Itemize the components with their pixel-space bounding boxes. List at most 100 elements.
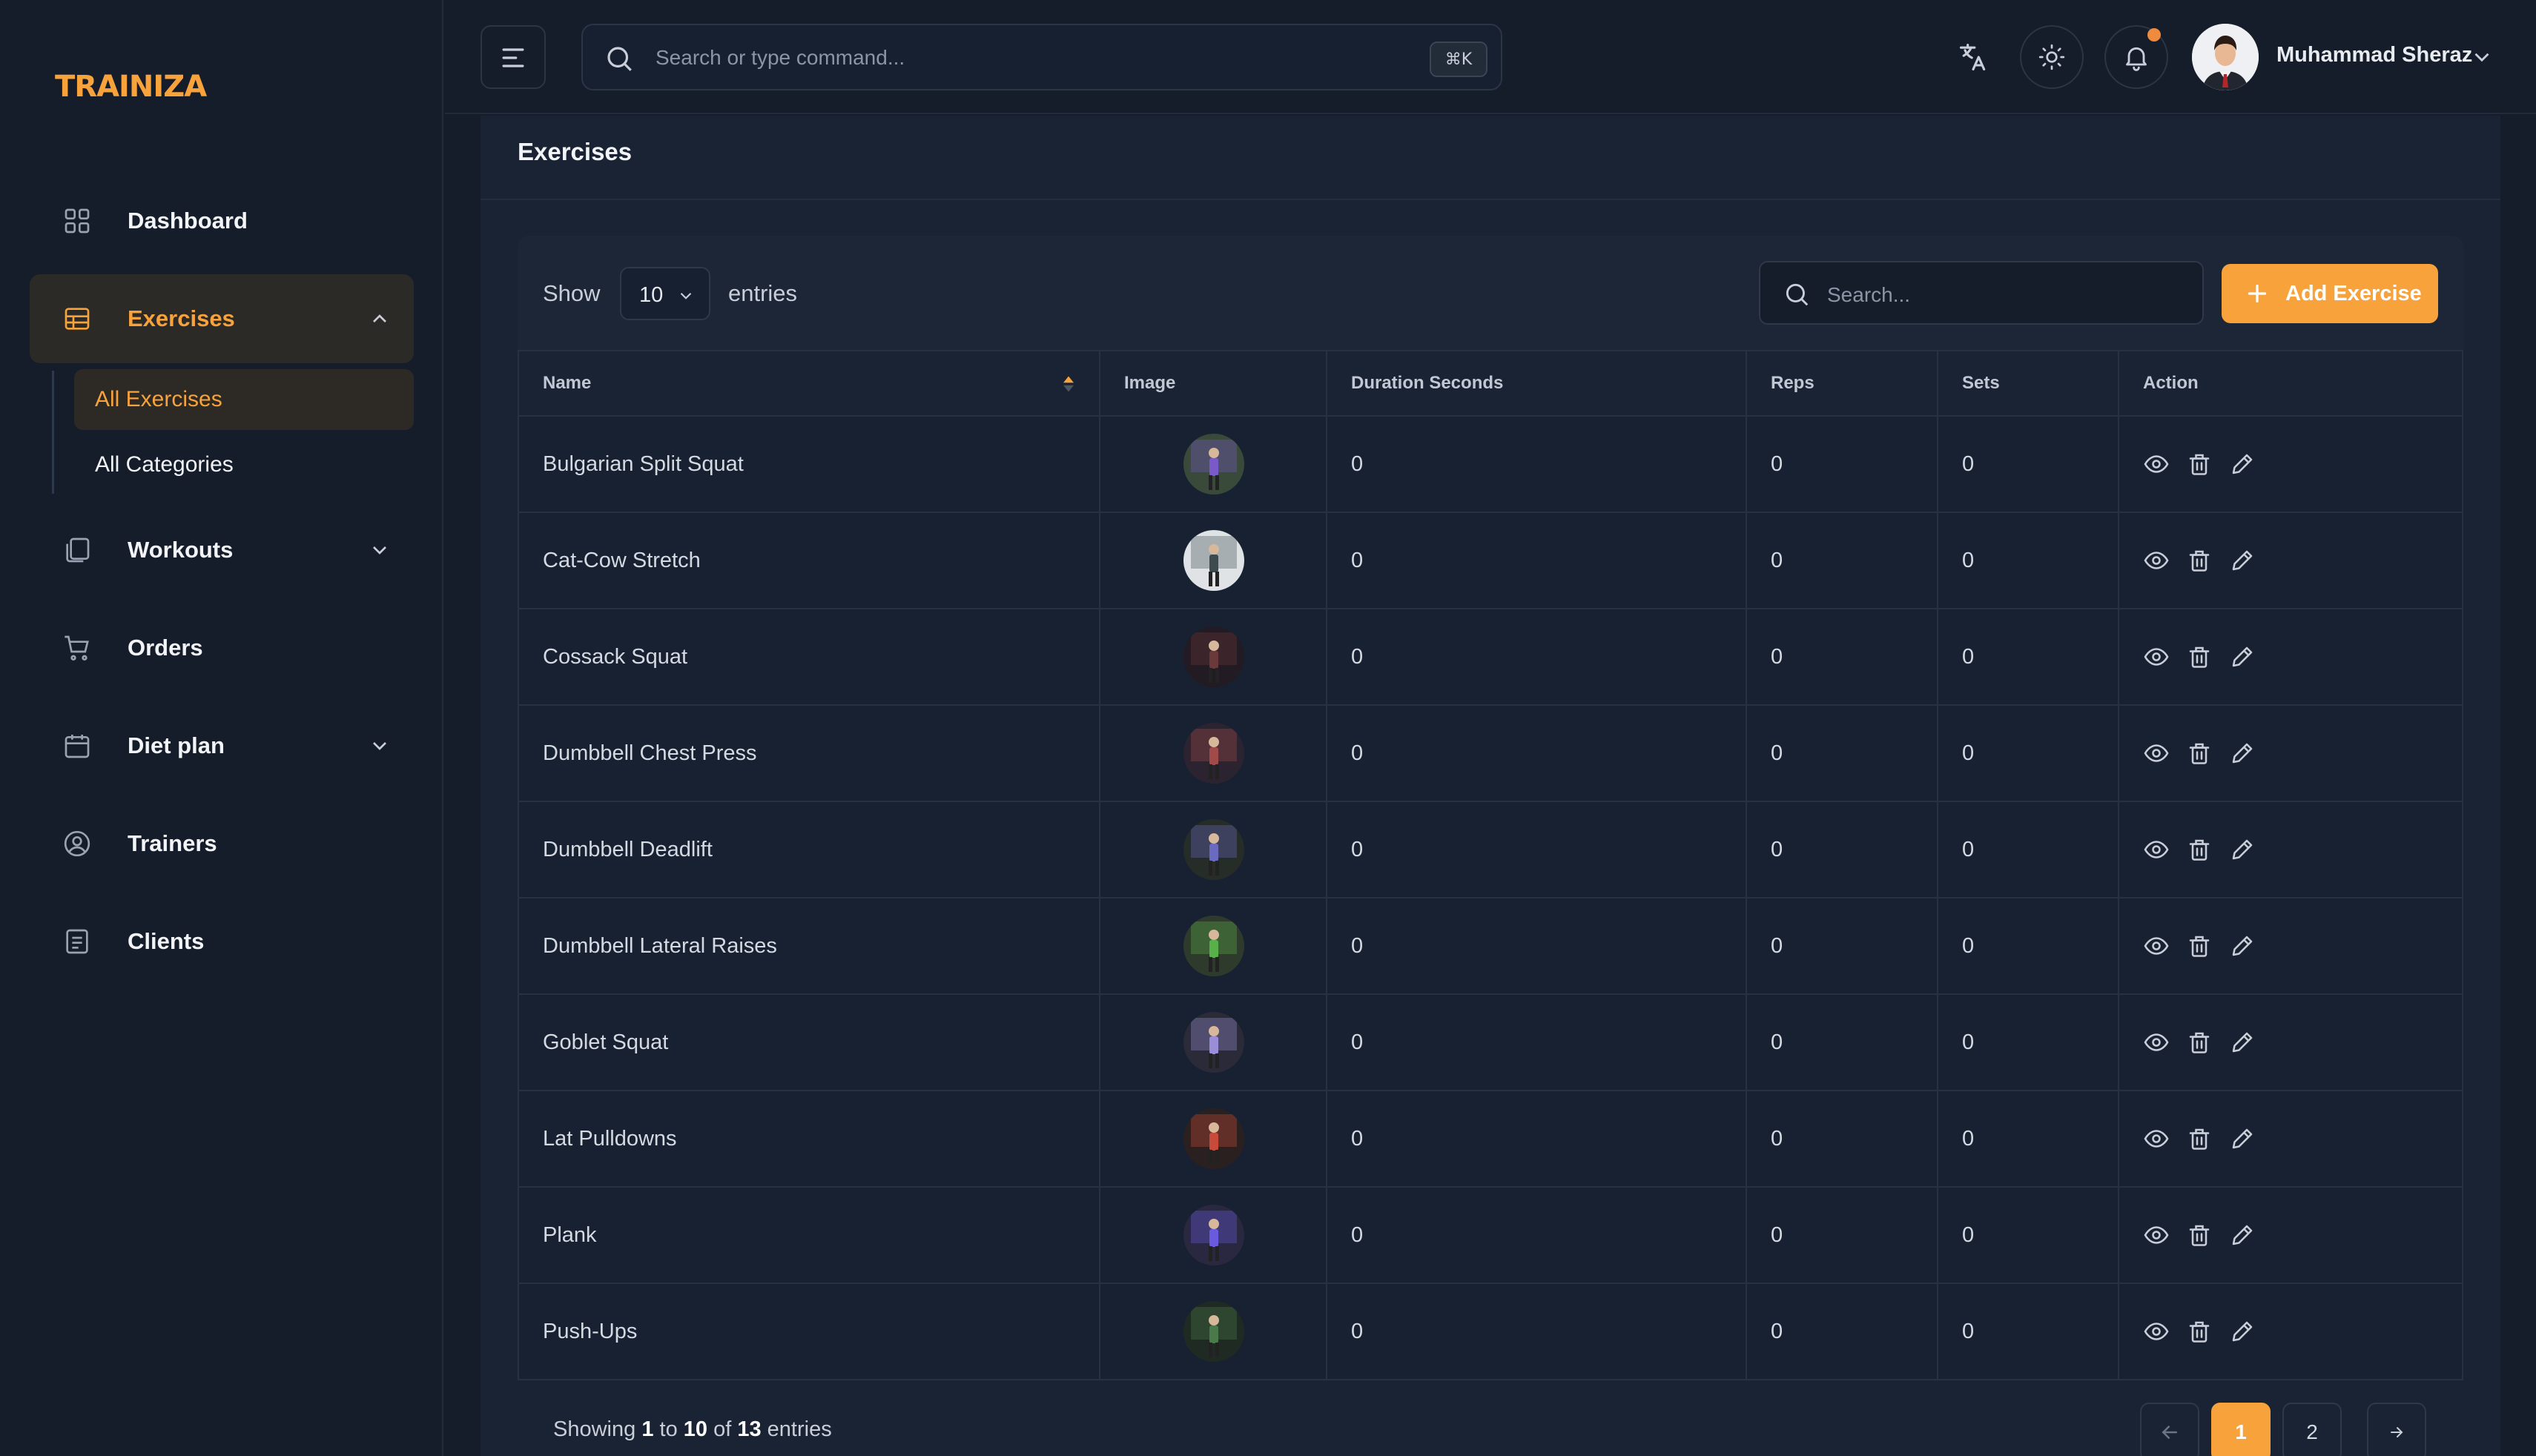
chevron-down-icon[interactable] [368,538,392,562]
edit-button[interactable] [2229,933,2256,959]
view-button[interactable] [2143,836,2170,863]
edit-button[interactable] [2229,1222,2256,1248]
exercise-thumbnail[interactable] [1183,530,1244,591]
view-button[interactable] [2143,1125,2170,1152]
duration-cell: 0 [1326,993,1747,1091]
next-page-button[interactable] [2367,1403,2426,1456]
exercise-thumbnail[interactable] [1183,819,1244,880]
sidebar-item-exercises[interactable]: Exercises [30,274,414,363]
exercise-name: Dumbbell Deadlift [543,837,713,861]
exercise-thumbnail[interactable] [1183,1205,1244,1265]
entries-per-page-select[interactable]: 10 [620,267,710,320]
column-header-duration[interactable]: Duration Seconds [1326,350,1747,417]
menu-toggle-button[interactable] [481,25,546,89]
exercise-thumbnail[interactable] [1183,723,1244,784]
view-button[interactable] [2143,1222,2170,1248]
language-button[interactable] [1941,25,2005,89]
table-search-input[interactable]: Search... [1759,261,2204,325]
search-placeholder: Search or type command... [656,46,905,69]
exercise-thumbnail[interactable] [1183,1301,1244,1362]
table-row: Lat Pulldowns 0 0 0 [518,1090,2463,1188]
pagination-summary: Showing 1 to 10 of 13 entries [553,1417,832,1441]
exercise-name: Goblet Squat [543,1030,669,1054]
delete-button[interactable] [2186,451,2213,477]
edit-button[interactable] [2229,836,2256,863]
delete-button[interactable] [2186,933,2213,959]
user-avatar-icon [2192,24,2259,90]
sidebar-subitem-all-exercises[interactable]: All Exercises [74,369,414,430]
edit-button[interactable] [2229,1125,2256,1152]
notifications-button[interactable] [2104,25,2168,89]
edit-button[interactable] [2229,643,2256,670]
delete-button[interactable] [2186,1125,2213,1152]
sidebar-item-trainers[interactable]: Trainers [30,799,414,888]
edit-button[interactable] [2229,451,2256,477]
page-button-2[interactable]: 2 [2282,1403,2342,1456]
exercise-name: Dumbbell Lateral Raises [543,933,777,958]
exercise-image-cell [1099,897,1327,995]
chevron-down-icon[interactable] [2469,44,2494,70]
exercise-thumbnail[interactable] [1183,1108,1244,1169]
sidebar-item-dashboard[interactable]: Dashboard [30,176,414,265]
column-header-sets[interactable]: Sets [1937,350,2119,417]
view-button[interactable] [2143,547,2170,574]
sidebar-item-workouts[interactable]: Workouts [30,506,414,595]
exercise-image-cell [1099,704,1327,802]
prev-page-button[interactable] [2140,1403,2199,1456]
delete-button[interactable] [2186,643,2213,670]
shortcut-badge: ⌘K [1430,42,1487,77]
exercise-thumbnail[interactable] [1183,916,1244,976]
exercise-name-cell: Push-Ups [518,1283,1100,1380]
sidebar-item-orders[interactable]: Orders [30,603,414,692]
column-header-reps[interactable]: Reps [1746,350,1938,417]
table-row: Push-Ups 0 0 0 [518,1283,2463,1380]
chevron-up-icon[interactable] [368,307,392,331]
sidebar-subitem-all-categories[interactable]: All Categories [74,434,414,495]
sidebar-item-clients[interactable]: Clients [30,897,414,986]
command-search-input[interactable]: Search or type command... ⌘K [581,24,1502,90]
view-button[interactable] [2143,643,2170,670]
sets-cell: 0 [1937,608,2119,706]
view-button[interactable] [2143,933,2170,959]
delete-button[interactable] [2186,1318,2213,1345]
column-header-image: Image [1099,350,1327,417]
edit-button[interactable] [2229,1318,2256,1345]
sidebar-item-diet-plan[interactable]: Diet plan [30,701,414,790]
view-button[interactable] [2143,740,2170,767]
eye-icon [2144,1323,2169,1340]
delete-button[interactable] [2186,547,2213,574]
table-row: Cat-Cow Stretch 0 0 0 [518,512,2463,609]
view-button[interactable] [2143,1318,2170,1345]
delete-button[interactable] [2186,1029,2213,1056]
delete-button[interactable] [2186,836,2213,863]
app-logo[interactable]: TRAINIZA [55,70,207,104]
sets-cell: 0 [1937,1090,2119,1188]
avatar[interactable] [2192,24,2259,90]
delete-button[interactable] [2186,740,2213,767]
grid-icon [65,208,90,234]
exercise-thumbnail[interactable] [1183,434,1244,494]
sort-icon[interactable] [1060,374,1077,394]
edit-button[interactable] [2229,1029,2256,1056]
eye-icon [2144,1226,2169,1244]
user-name[interactable]: Muhammad Sheraz [2276,43,2473,67]
theme-toggle-button[interactable] [2020,25,2084,89]
sidebar-item-label: Clients [128,928,205,954]
view-button[interactable] [2143,451,2170,477]
exercise-thumbnail[interactable] [1183,626,1244,687]
delete-button[interactable] [2186,1222,2213,1248]
edit-button[interactable] [2229,740,2256,767]
edit-button[interactable] [2229,547,2256,574]
chevron-down-icon[interactable] [368,734,392,758]
view-button[interactable] [2143,1029,2170,1056]
column-header-name[interactable]: Name [518,350,1100,417]
sidebar-item-label: Dashboard [128,208,248,234]
page-button-1[interactable]: 1 [2211,1403,2271,1456]
exercise-thumbnail[interactable] [1183,1012,1244,1073]
user-circle-icon [64,830,90,857]
exercise-name-cell: Lat Pulldowns [518,1090,1100,1188]
pencil-icon [2232,743,2253,764]
submenu-line [52,371,54,494]
trash-icon [2189,1321,2210,1343]
add-exercise-button[interactable]: Add Exercise [2222,264,2438,323]
